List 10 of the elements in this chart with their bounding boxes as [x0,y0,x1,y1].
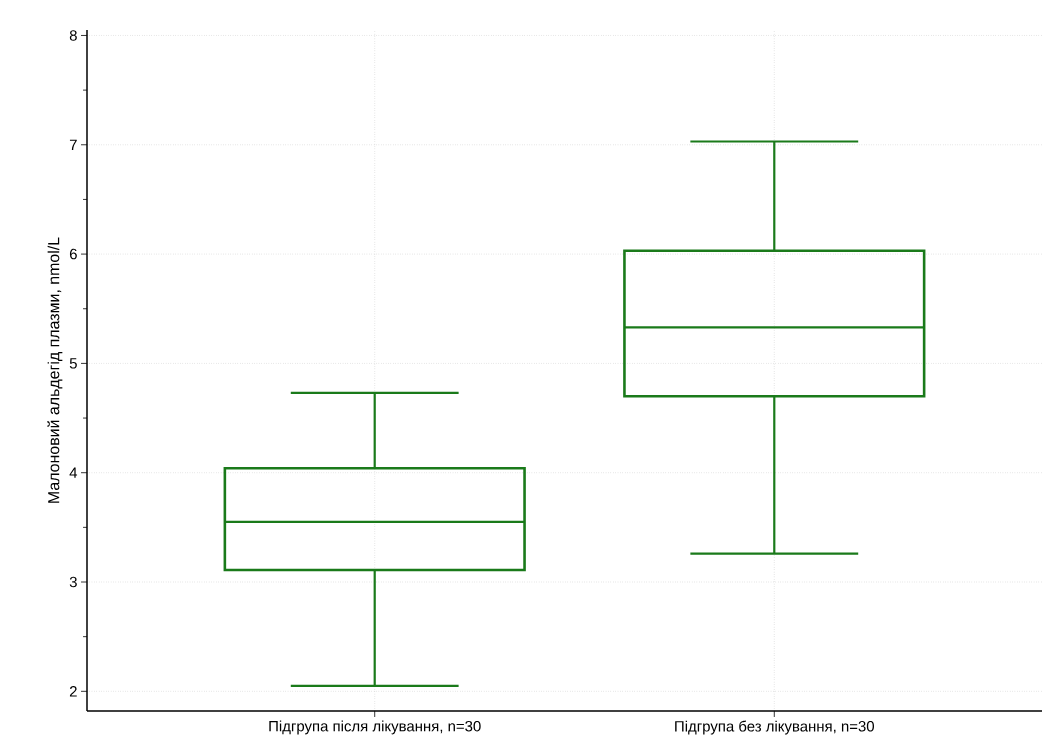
y-tick-label: 5 [69,358,77,369]
y-tick-label: 8 [69,30,77,41]
y-tick-label: 6 [69,248,77,260]
y-tick-label: 3 [69,576,77,588]
y-tick-label: 7 [69,139,77,150]
y-tick-label: 2 [69,686,77,697]
y-tick-label: 4 [69,467,78,478]
y-axis-title: Малоновий альдегід плазми, nmol/L [47,237,63,503]
x-tick-label: Підгрупа без лікування, n=30 [675,720,874,735]
x-tick-label: Підгрупа після лікування, n=30 [269,720,481,735]
